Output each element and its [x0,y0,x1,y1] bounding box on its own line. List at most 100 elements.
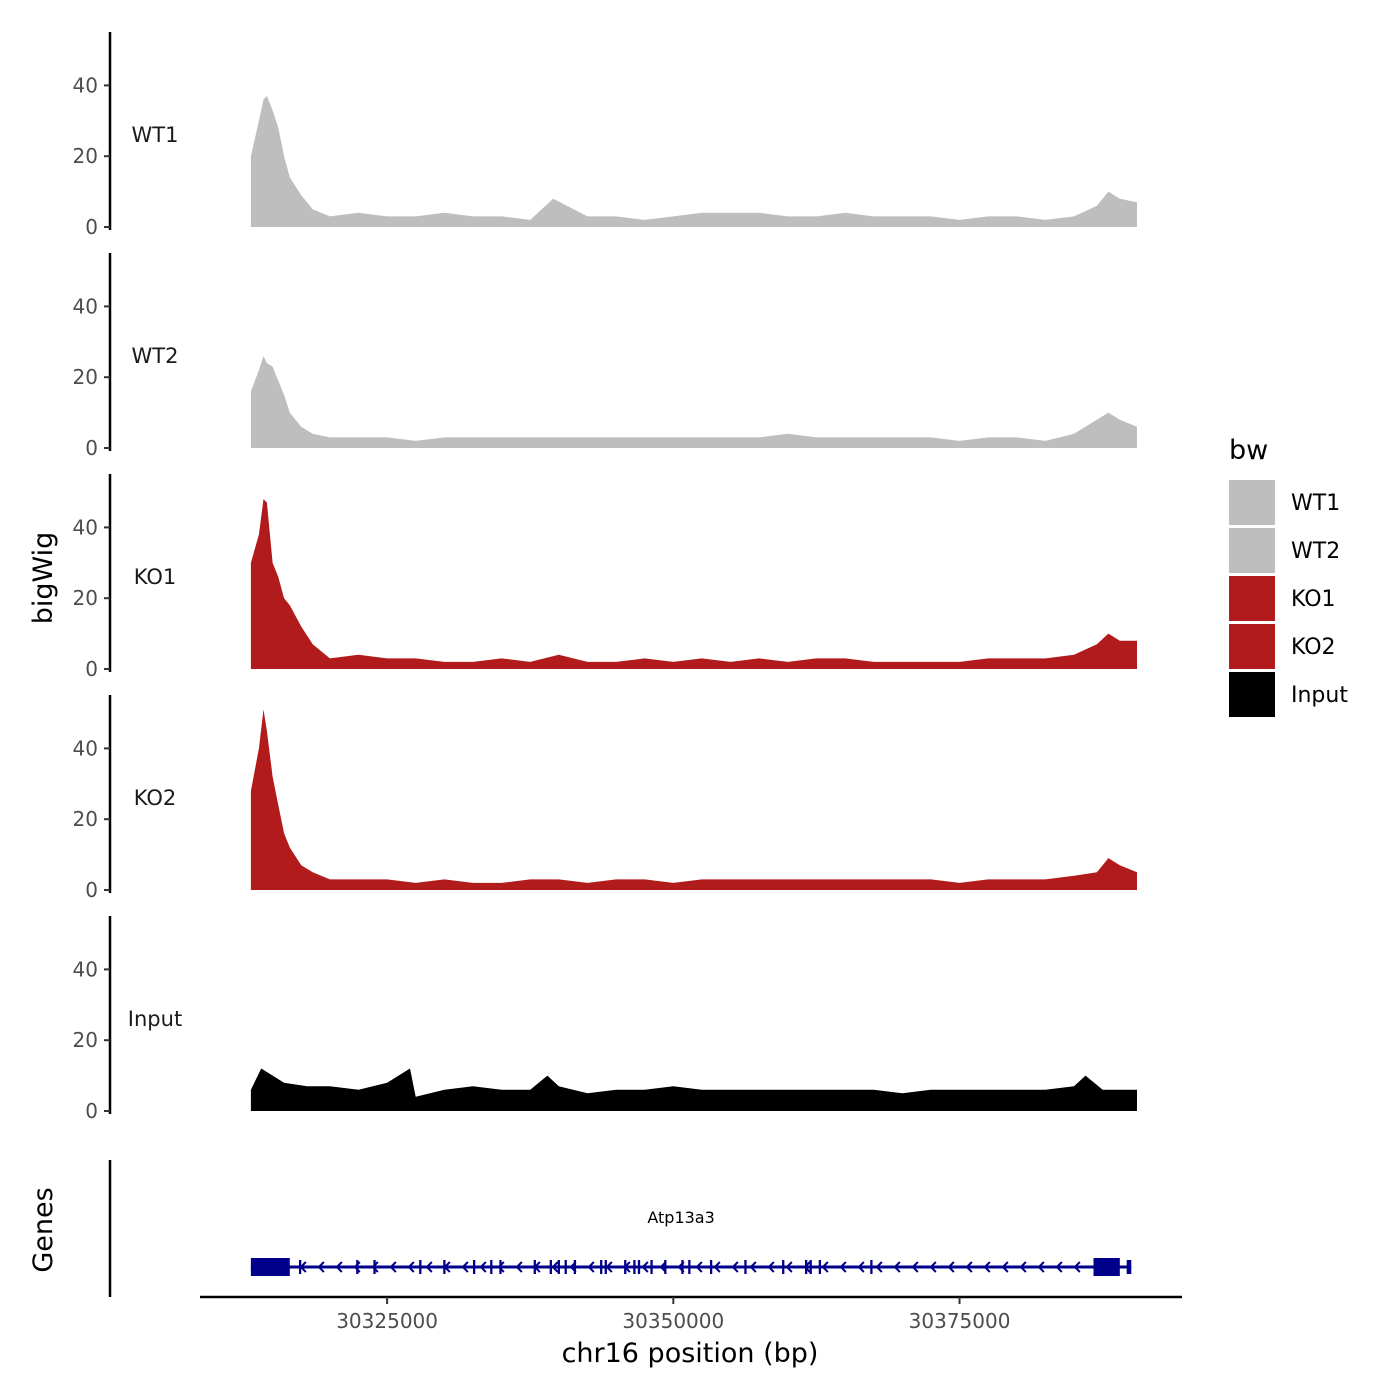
strand-arrow [893,1261,901,1273]
gene-exon [356,1260,359,1274]
legend-key-WT1 [1229,480,1275,525]
legend-key-Input [1229,672,1275,717]
strand-arrow [731,1261,739,1273]
strand-arrow [425,1261,433,1273]
genes-axis-title: Genes [28,1187,59,1272]
coverage-tracks: 0 20 40 WT1 0 20 40 WT2 0 20 40 KO1 0 20 40 KO2 0 20 40 Inp… [73,32,1137,1123]
strand-arrow [1073,1261,1081,1273]
x-tick-label: 30375000 [909,1309,1011,1333]
strand-arrow [407,1261,415,1273]
gene-exon [557,1260,560,1274]
legend-key-KO2 [1229,624,1275,669]
y-tick-label: 40 [73,73,98,97]
gene-exon [744,1260,747,1274]
gene-exon [1126,1260,1132,1274]
track-label: WT1 [132,123,179,147]
legend-label-KO1: KO1 [1291,587,1336,612]
gene-exon [688,1260,691,1274]
strand-arrow [695,1261,703,1273]
strand-arrow [767,1261,775,1273]
legend: bw WT1 WT2 KO1 KO2 Input [1229,435,1348,717]
strand-arrow [911,1261,919,1273]
gene-exon [1093,1258,1120,1276]
y-tick-label: 0 [85,215,98,239]
track-WT1: 0 20 40 WT1 [73,32,1137,239]
gene-exon [809,1260,812,1274]
y-tick-label: 20 [73,586,98,610]
track-KO2: 0 20 40 KO2 [73,695,1137,902]
y-tick-label: 40 [73,957,98,981]
x-axis: 30325000 30350000 30375000 [200,1295,1182,1333]
gene-exon [870,1260,873,1274]
y-tick-label: 20 [73,807,98,831]
genes-panel: Atp13a3 [108,1160,1132,1297]
y-tick-label: 0 [85,1099,98,1123]
strand-arrow [461,1261,469,1273]
y-tick-label: 40 [73,736,98,760]
y-axis-title: bigWig [28,532,59,625]
gene-exon [633,1260,636,1274]
legend-title: bw [1229,435,1268,466]
y-tick-label: 20 [73,144,98,168]
strand-arrow [389,1261,397,1273]
track-Input: 0 20 40 Input [73,916,1137,1123]
strand-arrow [515,1261,523,1273]
gene-exon [298,1260,302,1274]
coverage-area [250,1068,1137,1111]
gene-exon [250,1258,290,1276]
legend-label-WT2: WT2 [1291,539,1340,564]
strand-arrow [785,1261,793,1273]
y-tick-label: 0 [85,878,98,902]
strand-arrow [1055,1261,1063,1273]
strand-arrow [1001,1261,1009,1273]
gene-exon [818,1260,822,1274]
y-tick-label: 20 [73,1028,98,1052]
x-tick-label: 30350000 [622,1309,724,1333]
strand-arrow [839,1261,847,1273]
gene-exon [637,1260,641,1274]
legend-key-KO1 [1229,576,1275,621]
strand-arrow [317,1261,325,1273]
track-label: WT2 [132,344,179,368]
y-tick-label: 0 [85,657,98,681]
gene-name-label: Atp13a3 [647,1208,714,1227]
strand-arrow [1019,1261,1027,1273]
strand-arrow [749,1261,757,1273]
gene-exon [573,1260,577,1274]
gene-exon [443,1260,446,1274]
legend-key-WT2 [1229,528,1275,573]
coverage-area [250,356,1137,448]
x-tick-label: 30325000 [336,1309,438,1333]
gene-exon [499,1260,502,1274]
gene-exon [782,1260,785,1274]
strand-arrow [857,1261,865,1273]
gene-exon [664,1260,667,1274]
strand-arrow [497,1261,505,1273]
gene-exon [472,1260,476,1274]
strand-arrow [875,1261,883,1273]
track-label: KO1 [134,565,177,589]
strand-arrow [803,1261,811,1273]
gene-exon [624,1260,627,1274]
y-tick-label: 40 [73,515,98,539]
strand-arrow [551,1261,559,1273]
track-label: Input [128,1007,182,1031]
gene-exon [564,1260,567,1274]
strand-arrow [947,1261,955,1273]
coverage-area [250,709,1137,890]
gene-exon [604,1260,607,1274]
legend-label-KO2: KO2 [1291,635,1336,660]
y-tick-label: 20 [73,365,98,389]
gene-exon [681,1260,684,1274]
strand-arrow [713,1261,721,1273]
strand-arrow [335,1261,343,1273]
gene-exon [533,1260,536,1274]
strand-arrow [965,1261,973,1273]
legend-label-Input: Input [1291,683,1348,708]
gene-exon [804,1260,808,1274]
track-KO1: 0 20 40 KO1 [73,474,1137,681]
strand-arrow [641,1261,649,1273]
gene-exon [373,1260,376,1274]
strand-arrow [371,1261,379,1273]
